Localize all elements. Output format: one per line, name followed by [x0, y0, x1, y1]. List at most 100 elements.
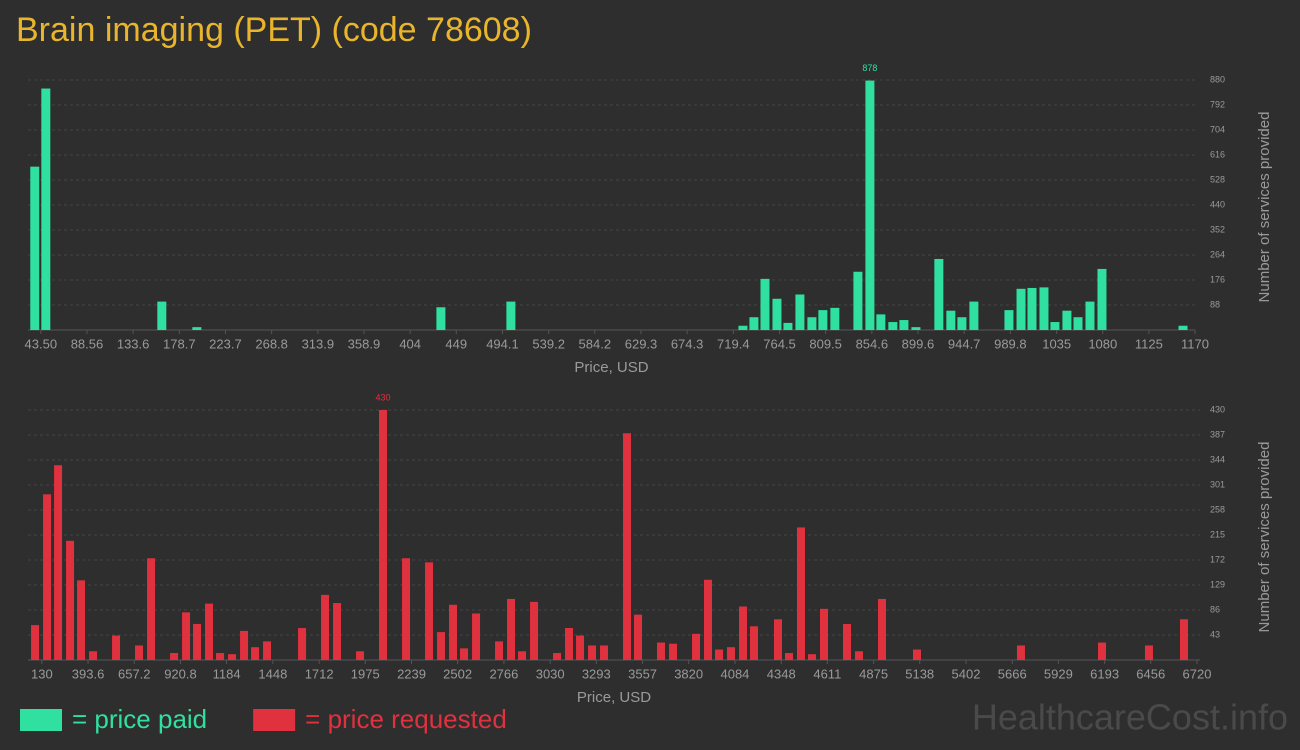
bar	[634, 614, 643, 660]
bar	[1179, 619, 1188, 660]
x-tick-label: 4084	[720, 666, 749, 681]
bar	[946, 310, 956, 330]
bar	[855, 651, 864, 660]
legend-swatch	[253, 709, 296, 731]
x-tick-label: 130	[31, 666, 53, 681]
bar	[506, 301, 516, 330]
x-tick-label: 4611	[813, 666, 841, 681]
watermark: HealthcareCost.info	[972, 697, 1288, 738]
bar	[43, 494, 52, 660]
y-tick-label: 301	[1210, 479, 1225, 489]
bar	[1039, 287, 1049, 330]
x-tick-label: 6456	[1136, 666, 1165, 681]
bar	[808, 654, 817, 660]
bar	[112, 635, 121, 660]
x-tick-label: 764.5	[763, 336, 796, 351]
bar	[588, 645, 597, 660]
x-tick-label: 3557	[628, 666, 657, 681]
y-tick-label: 440	[1210, 199, 1225, 209]
x-tick-label: 5666	[998, 666, 1027, 681]
bar	[878, 598, 887, 660]
y-tick-label: 176	[1210, 274, 1225, 284]
x-tick-label: 2239	[397, 666, 426, 681]
x-tick-label: 1184	[213, 666, 241, 681]
bar	[774, 619, 783, 660]
y-tick-label: 172	[1210, 554, 1225, 564]
legend-swatch	[20, 709, 62, 731]
y-tick-label: 258	[1210, 504, 1225, 514]
x-tick-label: 2766	[489, 666, 518, 681]
bar	[692, 633, 701, 660]
bar	[853, 271, 863, 330]
x-tick-label: 5138	[905, 666, 934, 681]
bar	[31, 625, 40, 660]
bar	[899, 320, 909, 330]
bar	[1178, 325, 1188, 330]
x-tick-label: 449	[445, 336, 467, 351]
x-tick-label: 4875	[859, 666, 888, 681]
bar	[1097, 268, 1107, 330]
bar	[321, 594, 330, 660]
y-tick-label: 880	[1210, 74, 1225, 84]
x-tick-label: 133.6	[117, 336, 150, 351]
x-tick-label: 539.2	[532, 336, 565, 351]
x-tick-label: 4348	[767, 666, 796, 681]
bar	[749, 317, 759, 330]
x-tick-label: 809.5	[809, 336, 842, 351]
legend-label: = price paid	[72, 704, 207, 734]
bar	[157, 301, 167, 330]
bar	[807, 317, 817, 330]
y-tick-label: 264	[1210, 249, 1225, 259]
bar	[170, 653, 179, 660]
x-tick-label: 657.2	[118, 666, 151, 681]
bar	[333, 603, 342, 660]
y-tick-label: 387	[1210, 429, 1225, 439]
bar	[842, 623, 851, 660]
x-tick-label: 5402	[952, 666, 981, 681]
bar	[795, 294, 805, 330]
x-tick-label: 494.1	[486, 336, 519, 351]
x-tick-label: 268.8	[255, 336, 288, 351]
x-tick-label: 2502	[443, 666, 472, 681]
x-tick-label: 1035	[1042, 336, 1071, 351]
y-axis-title: Number of services provided	[1256, 112, 1273, 303]
bar	[797, 527, 806, 660]
y-tick-label: 129	[1210, 579, 1225, 589]
peak-label: 430	[376, 392, 391, 402]
bar	[402, 558, 411, 660]
x-tick-label: 404	[399, 336, 421, 351]
x-tick-label: 719.4	[717, 336, 750, 351]
bar	[1050, 322, 1060, 330]
x-tick-label: 6193	[1090, 666, 1119, 681]
bar	[298, 628, 307, 660]
y-tick-label: 704	[1210, 124, 1225, 134]
bar	[251, 647, 260, 660]
x-tick-label: 88.56	[71, 336, 104, 351]
x-axis-title: Price, USD	[577, 689, 651, 706]
x-tick-label: 1170	[1181, 336, 1209, 351]
x-tick-label: 1975	[351, 666, 380, 681]
x-tick-label: 1125	[1135, 336, 1163, 351]
bar	[669, 643, 678, 660]
x-tick-label: 1712	[305, 666, 334, 681]
bar	[911, 327, 921, 330]
bar	[553, 653, 562, 660]
x-tick-label: 920.8	[164, 666, 197, 681]
bar	[969, 301, 979, 330]
y-tick-label: 88	[1210, 299, 1220, 309]
bar	[182, 612, 191, 660]
bar	[565, 628, 574, 660]
x-tick-label: 1448	[258, 666, 287, 681]
y-tick-label: 215	[1210, 529, 1225, 539]
bar	[77, 580, 86, 660]
bar	[739, 606, 748, 660]
bar	[830, 307, 840, 330]
bar	[1016, 645, 1025, 660]
bar	[228, 654, 237, 660]
bar	[449, 604, 458, 660]
bar	[934, 258, 944, 330]
x-tick-label: 43.50	[25, 336, 58, 351]
page-title: Brain imaging (PET) (code 78608)	[16, 11, 532, 49]
bar	[818, 310, 828, 330]
bar	[957, 317, 967, 330]
